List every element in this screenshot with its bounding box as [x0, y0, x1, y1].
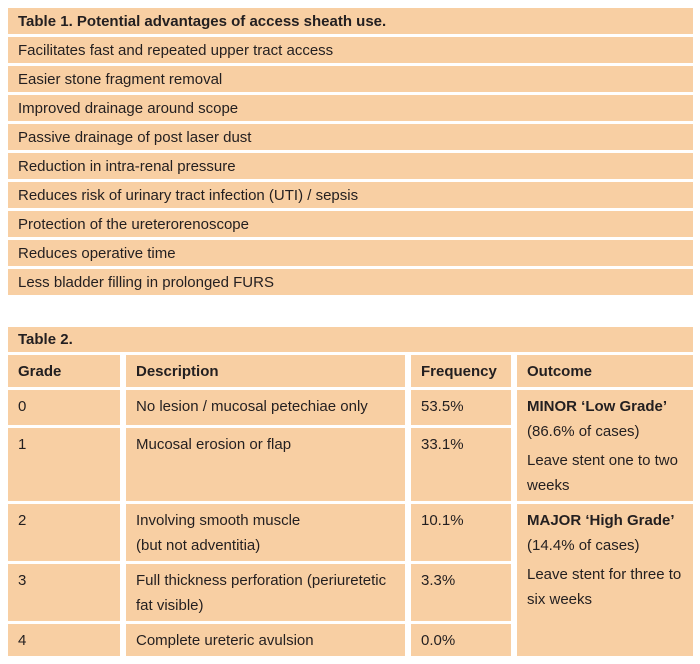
- table1-cell: Improved drainage around scope: [8, 92, 693, 121]
- description-cell: Involving smooth muscle (but not adventi…: [120, 501, 405, 561]
- table2-title: Table 2.: [8, 327, 693, 352]
- description-cell: Full thickness perforation (periuretetic…: [120, 561, 405, 621]
- table-row: Protection of the ureterorenoscope: [8, 208, 693, 237]
- outcome-note: Leave stent one to two weeks: [527, 452, 678, 494]
- table2-column-header-row: Grade Description Frequency Outcome: [8, 352, 693, 387]
- table1-cell: Facilitates fast and repeated upper trac…: [8, 34, 693, 63]
- outcome-title: MINOR ‘Low Grade’: [527, 398, 668, 415]
- frequency-cell: 33.1%: [405, 425, 511, 501]
- outcome-note: Leave stent for three to six weeks: [527, 566, 682, 608]
- table-row: Reduces operative time: [8, 237, 693, 266]
- outcome-cases: (14.4% of cases): [527, 537, 640, 554]
- table1-cell: Easier stone fragment removal: [8, 63, 693, 92]
- outcome-cell-minor: MINOR ‘Low Grade’ (86.6% of cases) Leave…: [511, 387, 693, 501]
- table-row-grade-0: 0 No lesion / mucosal petechiae only 53.…: [8, 387, 693, 501]
- grade-cell: 0: [8, 387, 120, 426]
- table-row-grade-3: 3 Full thickness perforation (periuretet…: [8, 561, 693, 621]
- col-header-grade: Grade: [8, 352, 120, 387]
- frequency-cell: 3.3%: [405, 561, 511, 621]
- table-row: Easier stone fragment removal: [8, 63, 693, 92]
- outcome-cell-major: MAJOR ‘High Grade’ (14.4% of cases) Leav…: [511, 501, 693, 656]
- table-row: Passive drainage of post laser dust: [8, 121, 693, 150]
- outcome-cases: (86.6% of cases): [527, 423, 640, 440]
- col-header-frequency: Frequency: [405, 352, 511, 387]
- table-row: Improved drainage around scope: [8, 92, 693, 121]
- frequency-cell: 10.1%: [405, 501, 511, 561]
- grade-cell: 4: [8, 621, 120, 656]
- col-header-description: Description: [120, 352, 405, 387]
- grade-cell: 2: [8, 501, 120, 561]
- table-row: Reduction in intra-renal pressure: [8, 150, 693, 179]
- frequency-cell: 53.5%: [405, 387, 511, 426]
- table1-cell: Reduction in intra-renal pressure: [8, 150, 693, 179]
- table1-advantages: Table 1. Potential advantages of access …: [8, 8, 693, 295]
- table1-header-row: Table 1. Potential advantages of access …: [8, 8, 693, 34]
- grade-cell: 3: [8, 561, 120, 621]
- frequency-cell: 0.0%: [405, 621, 511, 656]
- col-header-outcome: Outcome: [511, 352, 693, 387]
- description-cell: No lesion / mucosal petechiae only: [120, 387, 405, 426]
- table1-cell: Reduces operative time: [8, 237, 693, 266]
- table1-cell: Reduces risk of urinary tract infection …: [8, 179, 693, 208]
- table2-grades: Table 2. Grade Description Frequency Out…: [8, 327, 693, 656]
- table-row-grade-2: 2 Involving smooth muscle (but not adven…: [8, 501, 693, 656]
- table-row: Facilitates fast and repeated upper trac…: [8, 34, 693, 63]
- description-cell: Mucosal erosion or flap: [120, 425, 405, 501]
- description-cell: Complete ureteric avulsion: [120, 621, 405, 656]
- table-row: Reduces risk of urinary tract infection …: [8, 179, 693, 208]
- table1-cell: Protection of the ureterorenoscope: [8, 208, 693, 237]
- grade-cell: 1: [8, 425, 120, 501]
- table-row: Less bladder filling in prolonged FURS: [8, 266, 693, 295]
- table1-title: Table 1. Potential advantages of access …: [8, 8, 693, 34]
- outcome-title: MAJOR ‘High Grade’: [527, 512, 675, 529]
- table1-cell: Passive drainage of post laser dust: [8, 121, 693, 150]
- table1-cell: Less bladder filling in prolonged FURS: [8, 266, 693, 295]
- table-row-grade-1: 1 Mucosal erosion or flap 33.1%: [8, 425, 693, 501]
- table2-title-row: Table 2.: [8, 327, 693, 352]
